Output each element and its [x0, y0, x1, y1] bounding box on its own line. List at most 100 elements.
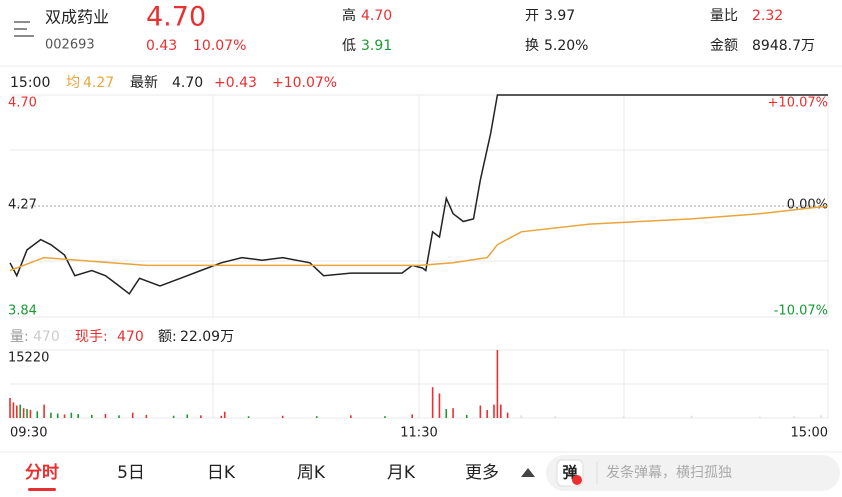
tab-indicator	[28, 488, 56, 491]
volume-bar	[16, 405, 18, 418]
vol: 470	[33, 329, 60, 345]
y-tick-label: 3.84	[8, 304, 37, 319]
info-time: 15:00	[10, 75, 50, 91]
danmaku-input[interactable]	[546, 455, 840, 491]
volume-bar	[29, 409, 32, 418]
volume-bar	[26, 409, 28, 418]
volume-bar	[118, 415, 120, 418]
tab[interactable]: 5日	[117, 463, 145, 483]
vol-amount: 22.09万	[180, 329, 234, 345]
vol-ratio-label: 量比	[710, 8, 738, 24]
volume-bar	[520, 415, 523, 418]
vol-amount-label: 额:	[158, 329, 177, 345]
x-tick-label: 15:00	[791, 426, 828, 441]
info-change-pct: +10.07%	[272, 75, 337, 91]
volume-bar	[56, 413, 59, 418]
tab[interactable]: 日K	[207, 463, 236, 483]
volume-bar	[281, 415, 284, 418]
open-label: 开	[525, 8, 539, 24]
volume-bar	[77, 413, 79, 418]
stock-code: 002693	[45, 38, 95, 53]
volume-bar	[384, 416, 386, 418]
amount: 8948.7万	[752, 38, 815, 54]
volume-bar	[486, 409, 488, 418]
tab[interactable]: 周K	[297, 463, 326, 483]
latest-label: 最新	[130, 75, 158, 91]
price-frame	[10, 95, 829, 418]
volume-bar	[445, 409, 448, 418]
volume-bar	[493, 404, 495, 418]
volume-bar	[438, 393, 441, 418]
tab[interactable]: 分时	[25, 463, 59, 483]
volume-bar	[70, 412, 73, 418]
volume-bar	[22, 408, 25, 418]
low: 3.91	[361, 38, 392, 54]
y-tick-label: 15220	[8, 351, 49, 366]
volume-bar	[411, 414, 413, 418]
volume-bar	[43, 404, 45, 418]
volume-bar	[759, 416, 761, 418]
y-tick-label: 4.70	[8, 96, 37, 111]
vol-ratio: 2.32	[752, 8, 783, 24]
volume-bar	[506, 412, 509, 418]
high-label: 高	[342, 7, 356, 24]
volume-bar	[793, 416, 795, 418]
x-tick-label: 11:30	[400, 426, 437, 441]
avg-label: 均	[66, 75, 80, 91]
change: 0.43	[146, 38, 177, 54]
latest: 4.70	[172, 75, 203, 91]
price-line	[9, 94, 828, 295]
volume-bar	[247, 416, 250, 418]
open: 3.97	[544, 8, 575, 24]
volume-bar	[63, 414, 66, 418]
amount-label: 金额	[710, 38, 738, 54]
price-line	[9, 205, 829, 272]
info-change: +0.43	[214, 75, 257, 91]
volume-bar	[200, 415, 202, 418]
volume-bar	[91, 414, 93, 418]
turnover-label: 换	[525, 37, 539, 54]
volume-bar	[622, 416, 625, 418]
volume-bar	[500, 404, 502, 418]
volume-bar	[479, 405, 482, 418]
volume-bar	[145, 414, 148, 418]
volume-bar	[554, 416, 557, 418]
change-pct: 10.07%	[193, 38, 246, 54]
more-arrow[interactable]	[521, 468, 535, 477]
volume-bar	[220, 415, 223, 418]
volume-bar	[820, 415, 822, 418]
volume-bar	[465, 414, 468, 418]
tab[interactable]: 更多	[465, 463, 499, 483]
volume-bar	[431, 387, 434, 418]
y-tick-label: 4.27	[8, 198, 37, 213]
menu-icon[interactable]	[14, 21, 34, 37]
y2-tick-label: -10.07%	[774, 304, 828, 319]
hand-label: 现手:	[75, 329, 108, 345]
hand: 470	[117, 329, 144, 345]
tab[interactable]: 月K	[387, 463, 416, 483]
volume-bar	[186, 414, 189, 418]
turnover: 5.20%	[544, 38, 588, 54]
volume-bar	[12, 402, 15, 418]
volume-bar	[50, 412, 52, 418]
danmaku-dot	[572, 475, 582, 485]
volume-bar	[9, 397, 11, 418]
vol-label: 量:	[10, 329, 29, 345]
volume-bar	[172, 415, 175, 418]
price: 4.70	[146, 2, 206, 33]
volume-bar	[315, 416, 318, 418]
x-tick-label: 09:30	[10, 426, 47, 441]
volume-bar	[131, 412, 134, 418]
danmaku-placeholder[interactable]: 发条弹幕，横扫孤独	[606, 464, 732, 481]
y2-tick-label: +10.07%	[768, 96, 828, 111]
high: 4.70	[361, 8, 392, 24]
volume-bar	[36, 411, 39, 418]
volume-bar	[496, 350, 499, 418]
stock-name: 双成药业	[45, 8, 109, 27]
volume-bar	[690, 415, 693, 418]
volume-bar	[350, 415, 352, 418]
volume-bar	[104, 413, 107, 418]
volume-bar	[19, 404, 22, 418]
